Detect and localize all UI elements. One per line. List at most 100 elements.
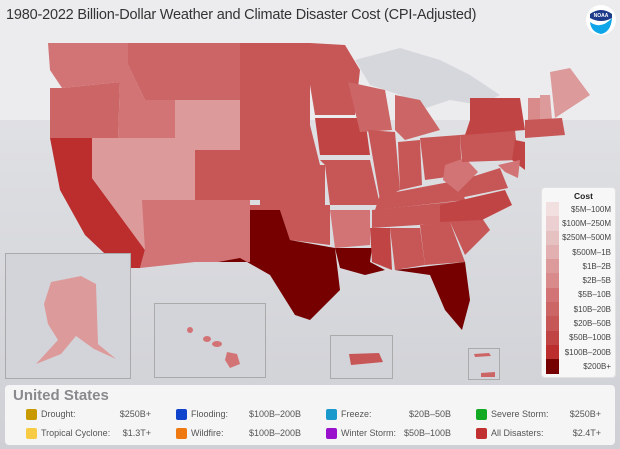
state-mo [320,160,380,205]
legend-item[interactable]: $5B–10B [546,287,611,303]
state-wy [175,100,240,150]
state-co [195,150,260,200]
legend-swatch [546,302,559,317]
state-ok [250,205,330,245]
legend-item[interactable]: $50B–100B [546,330,611,345]
hawaii-inset[interactable] [154,303,266,378]
state-sd [240,85,310,125]
hazard-swatch-icon [326,427,337,439]
legend-title: Cost [574,191,593,201]
state-nv [92,138,148,250]
state-ca [50,138,145,268]
state-ky [375,180,465,210]
state-pa [460,130,518,162]
hazard-label: Severe Storm: [491,409,549,419]
legend-swatch [546,202,559,217]
legend-swatch [546,259,559,274]
map-title: 1980-2022 Billion-Dollar Weather and Cli… [6,7,477,23]
state-la [335,248,385,275]
legend-item[interactable]: $100B–200B [546,344,611,360]
hazard-value: $100B–200B [248,409,301,419]
legend-swatch [546,287,559,303]
hazard-value: $1.3T+ [122,428,151,438]
summary-item-severe-storm: Severe Storm: $250B+ [463,406,613,422]
hazard-label: All Disasters: [491,428,544,438]
summary-item-drought: Drought: $250B+ [13,406,163,422]
legend-label: $5M–100M [570,204,611,214]
state-il [368,130,400,200]
legend-item[interactable]: $5M–100M [546,202,611,217]
summary-item-flooding: Flooding: $100B–200B [163,406,313,422]
hazard-value: $20B–50B [408,409,451,419]
legend-label: $10B–20B [573,304,611,314]
puerto-rico-inset[interactable] [330,335,393,379]
legend-item[interactable]: $500M–1B [546,244,611,260]
hazard-swatch-icon [476,408,487,420]
hazard-label: Tropical Cyclone: [41,428,111,438]
legend-swatch [546,344,559,360]
hazard-swatch-icon [26,427,37,439]
state-mi [395,95,440,140]
legend-item[interactable]: $1B–2B [546,259,611,274]
summary-panel: United States Drought: $250B+ Flooding: $10… [5,385,615,445]
summary-item-wildfire: Wildfire: $100B–200B [163,425,313,441]
cost-legend: Cost $5M–100M $100M–250M $250M–500M $500M–1… [541,187,616,378]
hazard-value: $250B+ [569,409,601,419]
state-nh [540,95,552,120]
legend-item[interactable]: $20B–50B [546,316,611,331]
legend-label: $5B–10B [578,290,611,300]
legend-label: $100M–250M [562,218,611,228]
hazard-swatch-icon [476,427,487,439]
legend-swatch [546,359,559,374]
summary-item-winter-storm: Winter Storm: $50B–100B [313,425,463,441]
summary-item-all-disasters: All Disasters: $2.4T+ [463,425,613,441]
legend-swatch [546,230,559,245]
legend-label: $2B–5B [582,276,611,286]
alaska-inset[interactable] [5,253,131,379]
state-al [390,228,425,270]
region-title: United States [13,387,109,404]
state-ms [370,228,392,270]
virgin-islands-inset[interactable] [468,348,500,380]
state-md-de [498,160,520,178]
legend-item[interactable]: $100M–250M [546,216,611,231]
state-nd [240,43,310,85]
state-ut [148,138,195,200]
state-va [450,168,508,200]
state-in [398,140,422,190]
hazard-label: Drought: [41,409,76,419]
summary-item-freeze: Freeze: $20B–50B [313,406,463,422]
hazard-swatch-icon [26,408,37,420]
state-mn [310,43,360,115]
legend-label: $50B–100B [569,333,611,343]
summary-item-tropical-cyclone: Tropical Cyclone: $1.3T+ [13,425,163,441]
legend-swatch [546,330,559,345]
state-me [550,68,590,118]
legend-item[interactable]: $10B–20B [546,302,611,317]
legend-item[interactable]: $200B+ [546,359,611,374]
hazard-value: $250B+ [119,409,151,419]
hazard-value: $50B–100B [403,428,451,438]
state-az [140,200,195,268]
state-nm [195,200,250,262]
state-ne [240,125,320,165]
legend-label: $1B–2B [582,261,611,271]
noaa-logo-icon[interactable]: NOAA [585,4,617,36]
state-mt [128,43,240,100]
hazard-label: Freeze: [341,409,372,419]
legend-swatch [546,244,559,260]
hazard-value: $2.4T+ [572,428,601,438]
hazard-label: Flooding: [191,409,229,419]
state-vt [528,98,540,120]
legend-label: $20B–50B [573,319,611,329]
state-sc [450,215,490,255]
state-ny [465,98,525,135]
svg-text:NOAA: NOAA [594,13,609,19]
hazard-swatch-icon [326,408,337,420]
legend-item[interactable]: $2B–5B [546,273,611,288]
legend-label: $100B–200B [564,347,611,357]
hazard-label: Wildfire: [191,428,224,438]
legend-item[interactable]: $250M–500M [546,230,611,245]
state-fl [395,262,470,330]
